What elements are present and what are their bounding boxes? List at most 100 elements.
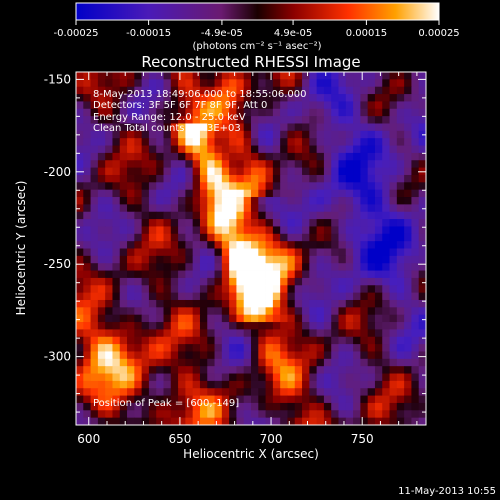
heatmap-cell <box>83 152 91 161</box>
heatmap-cell <box>382 108 390 117</box>
heatmap-cell <box>185 94 194 102</box>
heatmap-cell <box>119 241 128 249</box>
heatmap-cell <box>382 211 390 220</box>
heatmap-cell <box>411 292 420 301</box>
heatmap-cell <box>258 277 266 286</box>
heatmap-cell <box>214 86 223 95</box>
heatmap-cell <box>112 255 121 264</box>
heatmap-cell <box>236 152 245 161</box>
heatmap-cell <box>192 116 201 124</box>
heatmap-cell <box>207 358 215 367</box>
heatmap-cell <box>287 351 296 360</box>
heatmap-cell <box>294 101 303 110</box>
heatmap-cell <box>353 410 361 419</box>
heatmap-cell <box>148 329 157 338</box>
heatmap-cell <box>97 292 106 301</box>
heatmap-cell <box>258 189 266 198</box>
heatmap-cell <box>294 351 303 360</box>
heatmap-cell <box>338 79 347 88</box>
heatmap-cell <box>156 152 164 161</box>
heatmap-cell <box>134 86 143 95</box>
heatmap-cell <box>105 174 113 183</box>
heatmap-cell <box>331 108 339 117</box>
heatmap-cell <box>353 130 361 139</box>
heatmap-cell <box>192 152 201 161</box>
heatmap-cell <box>258 314 266 323</box>
colorbar-tick-label: -0.00015 <box>126 28 171 39</box>
heatmap-cell <box>294 145 303 154</box>
heatmap-cell <box>382 329 390 338</box>
heatmap-cell <box>90 358 99 367</box>
heatmap-cell <box>382 263 390 271</box>
heatmap-cell <box>353 285 361 294</box>
heatmap-cell <box>221 388 230 396</box>
heatmap-cell <box>272 145 281 154</box>
heatmap-cell <box>229 285 237 294</box>
heatmap-cell <box>127 145 135 154</box>
y-tick-label: -300 <box>44 350 71 364</box>
heatmap-cell <box>331 116 339 124</box>
heatmap-cell <box>178 174 186 183</box>
heatmap-cell <box>178 116 186 124</box>
heatmap-cell <box>236 86 245 95</box>
heatmap-cell <box>170 123 179 132</box>
heatmap-cell <box>178 160 186 168</box>
heatmap-cell <box>404 395 412 404</box>
heatmap-cell <box>411 211 420 220</box>
heatmap-cell <box>221 380 230 389</box>
heatmap-cell <box>192 351 201 360</box>
heatmap-cell <box>192 145 201 154</box>
heatmap-cell <box>411 329 420 338</box>
heatmap-cell <box>214 285 223 294</box>
heatmap-cell <box>221 79 230 88</box>
heatmap-cell <box>199 189 208 198</box>
heatmap-cell <box>192 299 201 308</box>
heatmap-cell <box>345 211 354 220</box>
heatmap-cell <box>287 263 296 271</box>
heatmap-cell <box>83 270 91 279</box>
heatmap-cell <box>345 299 354 308</box>
heatmap-cell <box>170 197 179 205</box>
heatmap-cell <box>76 388 84 396</box>
heatmap-cell <box>323 226 332 235</box>
heatmap-cell <box>396 116 405 124</box>
heatmap-cell <box>83 189 91 198</box>
heatmap-cell <box>287 366 296 374</box>
heatmap-cell <box>134 152 143 161</box>
heatmap-cell <box>418 219 426 227</box>
heatmap-cell <box>90 160 99 168</box>
heatmap-cell <box>214 160 223 168</box>
heatmap-cell <box>229 197 237 205</box>
heatmap-cell <box>243 189 252 198</box>
heatmap-cell <box>396 351 405 360</box>
heatmap-cell <box>90 255 99 264</box>
heatmap-cell <box>97 351 106 360</box>
heatmap-cell <box>316 410 325 419</box>
heatmap-cell <box>170 329 179 338</box>
heatmap-cell <box>76 373 84 382</box>
heatmap-cell <box>185 189 194 198</box>
heatmap-cell <box>323 72 332 80</box>
heatmap-cell <box>221 292 230 301</box>
heatmap-cell <box>148 152 157 161</box>
heatmap-cell <box>185 226 194 235</box>
heatmap-cell <box>309 380 318 389</box>
heatmap-cell <box>272 285 281 294</box>
heatmap-cell <box>185 380 194 389</box>
heatmap-cell <box>404 263 412 271</box>
heatmap-cell <box>243 299 252 308</box>
heatmap-cell <box>411 101 420 110</box>
heatmap-cell <box>338 241 347 249</box>
heatmap-cell <box>353 211 361 220</box>
heatmap-cell <box>236 263 245 271</box>
heatmap-cell <box>418 373 426 382</box>
heatmap-cell <box>258 174 266 183</box>
heatmap-cell <box>141 130 150 139</box>
heatmap-cell <box>105 277 113 286</box>
heatmap-cell <box>265 160 274 168</box>
heatmap-cell <box>141 255 150 264</box>
heatmap-cell <box>374 241 383 249</box>
heatmap-cell <box>105 366 113 374</box>
heatmap-cell <box>199 94 208 102</box>
heatmap-cell <box>323 277 332 286</box>
